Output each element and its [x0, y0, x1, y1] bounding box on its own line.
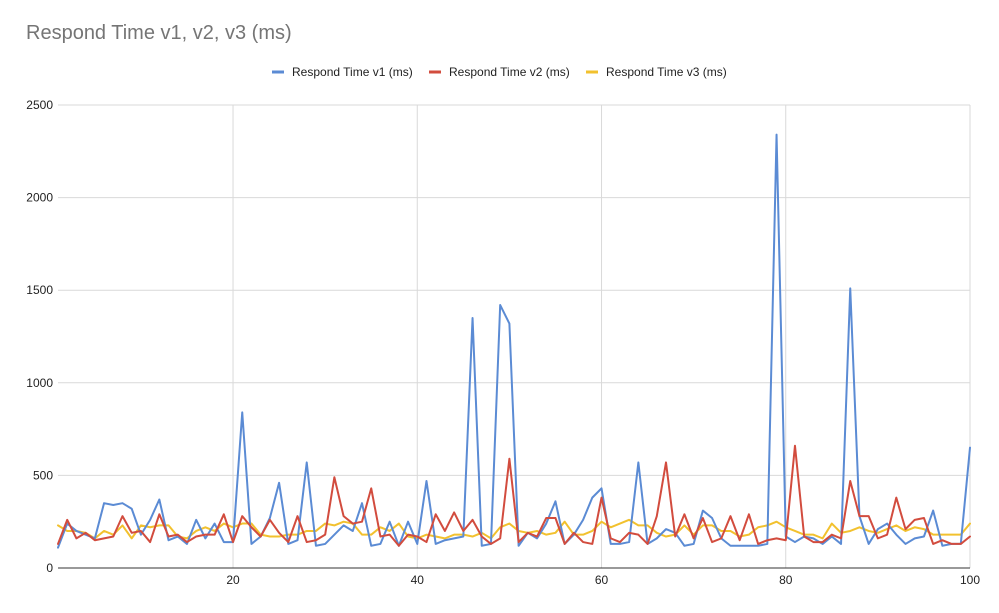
y-tick-label: 1500 — [26, 283, 53, 297]
grid-lines — [58, 104, 971, 568]
x-tick-label: 20 — [226, 573, 240, 587]
legend-label-3: Respond Time v3 (ms) — [606, 65, 727, 79]
legend-label-2: Respond Time v2 (ms) — [449, 65, 570, 79]
legend-label-1: Respond Time v1 (ms) — [292, 65, 413, 79]
y-tick-label: 500 — [33, 468, 53, 482]
series-line-2 — [57, 444, 971, 547]
x-tick-label: 80 — [779, 573, 793, 587]
y-tick-label: 0 — [46, 561, 53, 575]
y-tick-label: 1000 — [26, 376, 53, 390]
chart-title: Respond Time v1, v2, v3 (ms) — [26, 22, 292, 44]
series-line-1 — [57, 133, 971, 549]
series-lines — [57, 133, 971, 549]
x-tick-label: 40 — [411, 573, 425, 587]
y-tick-label: 2000 — [26, 191, 53, 205]
x-tick-label: 60 — [595, 573, 609, 587]
x-tick-label: 100 — [960, 573, 980, 587]
y-tick-label: 2500 — [26, 98, 53, 112]
tick-labels: 0 500 1000 1500 2000 2500 20 40 60 80 100 — [26, 98, 980, 587]
legend: Respond Time v1 (ms) Respond Time v2 (ms)… — [272, 65, 727, 79]
